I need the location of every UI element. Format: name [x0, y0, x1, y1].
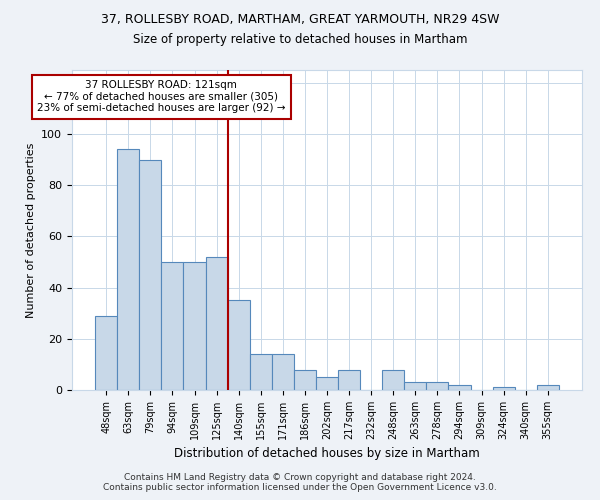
Bar: [448, 385, 470, 390]
Bar: [404, 382, 427, 390]
Text: Contains HM Land Registry data © Crown copyright and database right 2024.
Contai: Contains HM Land Registry data © Crown c…: [103, 473, 497, 492]
Bar: [250, 354, 272, 390]
Bar: [316, 377, 338, 390]
Bar: [427, 382, 448, 390]
Text: Size of property relative to detached houses in Martham: Size of property relative to detached ho…: [133, 32, 467, 46]
Bar: [139, 160, 161, 390]
Text: 37 ROLLESBY ROAD: 121sqm
← 77% of detached houses are smaller (305)
23% of semi-: 37 ROLLESBY ROAD: 121sqm ← 77% of detach…: [37, 80, 286, 114]
Bar: [272, 354, 294, 390]
Bar: [294, 370, 316, 390]
X-axis label: Distribution of detached houses by size in Martham: Distribution of detached houses by size …: [174, 448, 480, 460]
Bar: [338, 370, 360, 390]
Bar: [117, 150, 139, 390]
Bar: [184, 262, 206, 390]
Bar: [161, 262, 184, 390]
Bar: [227, 300, 250, 390]
Bar: [537, 385, 559, 390]
Bar: [95, 316, 117, 390]
Text: 37, ROLLESBY ROAD, MARTHAM, GREAT YARMOUTH, NR29 4SW: 37, ROLLESBY ROAD, MARTHAM, GREAT YARMOU…: [101, 12, 499, 26]
Bar: [382, 370, 404, 390]
Y-axis label: Number of detached properties: Number of detached properties: [26, 142, 35, 318]
Bar: [493, 388, 515, 390]
Bar: [206, 257, 227, 390]
